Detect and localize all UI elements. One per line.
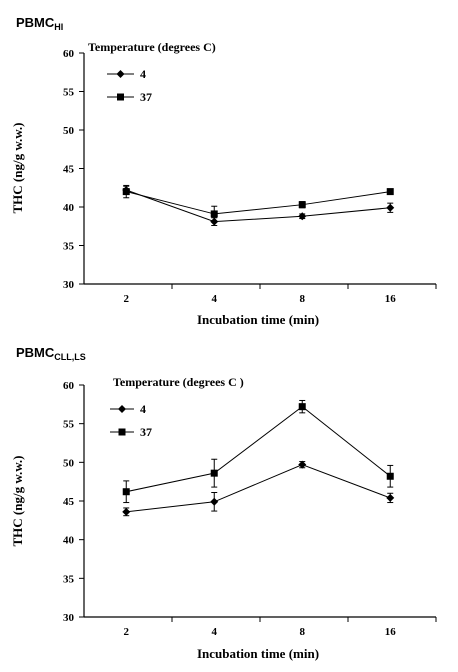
series-4 [122,186,394,226]
panel-title-main: PBMC [16,15,55,30]
x-tick-label: 2 [123,626,129,638]
x-tick-label: 8 [299,626,305,638]
legend: Temperature (degrees C ) 4 37 [110,375,244,439]
legend-marker [119,429,126,436]
data-point [299,201,306,208]
panel-title: PBMCCLL,LS [16,345,86,362]
panel-title-subscript: CLL,LS [54,352,86,362]
legend-label: 4 [140,402,146,416]
legend-label: 4 [140,67,146,81]
y-axis-label: THC (ng/g w.w.) [10,455,25,546]
y-tick-label: 35 [63,573,75,585]
legend-title: Temperature (degrees C ) [113,375,244,389]
data-point [386,204,394,212]
series-line [126,192,390,214]
data-point [123,188,130,195]
y-tick-label: 30 [63,279,75,291]
legend-label: 37 [140,425,152,439]
y-tick-label: 60 [63,48,75,60]
data-point [299,403,306,410]
x-tick-label: 4 [211,293,217,305]
legend-label: 37 [140,90,152,104]
chart-panel-2: PBMCCLL,LS 30 35 40 45 50 55 60 2 4 8 16 Incubation … [10,345,436,661]
x-tick-label: 16 [385,293,397,305]
series-4 [122,461,394,516]
panel-title-main: PBMC [16,345,55,360]
x-axis-label: Incubation time (min) [197,312,319,327]
y-tick-label: 30 [63,612,75,624]
x-tick-label: 8 [299,293,305,305]
legend-marker [117,70,125,78]
data-point [123,488,130,495]
series-line [126,465,390,512]
legend-marker [117,94,124,101]
series-line [126,407,390,492]
x-tick-label: 2 [123,293,129,305]
x-tick-label: 16 [385,626,397,638]
y-tick-label: 45 [63,496,75,508]
legend-title: Temperature (degrees C) [88,40,216,54]
panel-title: PBMCHI [16,15,63,32]
y-tick-label: 50 [63,457,75,469]
series-line [126,190,390,222]
x-tick-label: 4 [211,626,217,638]
data-point [387,473,394,480]
y-tick-label: 55 [63,87,75,99]
y-tick-label: 40 [63,202,75,214]
panel-title-subscript: HI [54,22,63,32]
y-tick-label: 55 [63,419,75,431]
legend-marker [118,405,126,413]
data-point [122,508,130,516]
y-tick-label: 60 [63,380,75,392]
y-tick-label: 35 [63,241,75,253]
data-point [386,494,394,502]
y-tick-label: 45 [63,164,75,176]
x-axis-label: Incubation time (min) [197,646,319,661]
data-point [211,470,218,477]
chart-panel-1: PBMCHI 30 35 40 45 50 55 60 2 4 8 16 Incubation time… [10,15,436,327]
legend: Temperature (degrees C) 4 37 [88,40,216,104]
y-tick-label: 50 [63,125,75,137]
y-tick-label: 40 [63,535,75,547]
data-point [210,498,218,506]
y-axis-label: THC (ng/g w.w.) [10,122,25,213]
data-point [387,188,394,195]
series-37 [123,400,394,502]
data-point [211,210,218,217]
